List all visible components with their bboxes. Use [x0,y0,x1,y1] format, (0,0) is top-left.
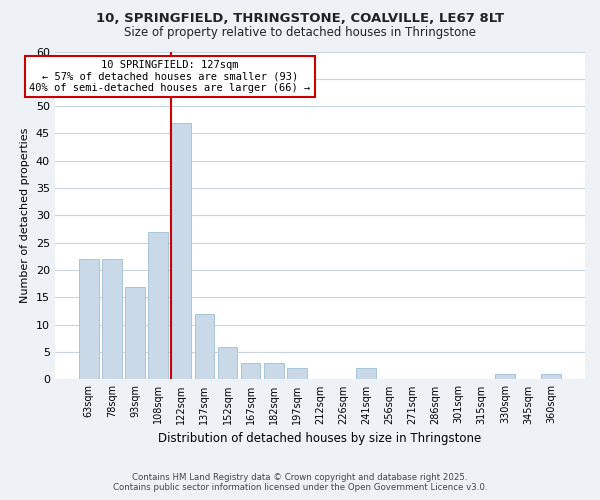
Y-axis label: Number of detached properties: Number of detached properties [20,128,31,303]
Text: Contains HM Land Registry data © Crown copyright and database right 2025.
Contai: Contains HM Land Registry data © Crown c… [113,473,487,492]
Bar [194,314,214,380]
Bar [287,368,307,380]
X-axis label: Distribution of detached houses by size in Thringstone: Distribution of detached houses by size … [158,432,482,445]
Bar [125,286,145,380]
Bar [541,374,561,380]
Bar [264,363,284,380]
Bar [148,232,168,380]
Text: 10 SPRINGFIELD: 127sqm
← 57% of detached houses are smaller (93)
40% of semi-det: 10 SPRINGFIELD: 127sqm ← 57% of detached… [29,60,310,93]
Bar [356,368,376,380]
Text: Size of property relative to detached houses in Thringstone: Size of property relative to detached ho… [124,26,476,39]
Bar [172,122,191,380]
Text: 10, SPRINGFIELD, THRINGSTONE, COALVILLE, LE67 8LT: 10, SPRINGFIELD, THRINGSTONE, COALVILLE,… [96,12,504,26]
Bar [218,346,238,380]
Bar [79,259,98,380]
Bar [241,363,260,380]
Bar [102,259,122,380]
Bar [495,374,515,380]
